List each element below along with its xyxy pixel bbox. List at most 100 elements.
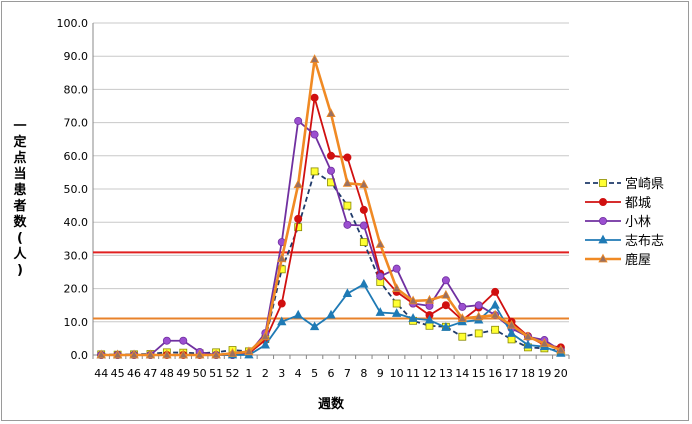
series-5 (96, 54, 566, 359)
data-point (391, 283, 402, 293)
data-point (178, 349, 188, 359)
data-point (441, 289, 451, 299)
data-point (359, 238, 368, 247)
data-point (424, 294, 435, 304)
data-point (326, 309, 336, 319)
y-tick-label: 80.0 (64, 83, 89, 96)
data-point (343, 153, 352, 162)
x-tick-label: 13 (439, 367, 453, 380)
y-tick-label: 30.0 (64, 249, 89, 262)
data-point (359, 278, 369, 288)
x-tick-label: 50 (193, 367, 207, 380)
x-tick-label: 52 (226, 367, 240, 380)
y-tick-label: 10.0 (64, 316, 89, 329)
y-tick-labels: 0.0 10.0 20.0 30.0 40.0 50.0 60.0 70.0 80.0 90.0 1… (57, 17, 89, 362)
data-point (474, 311, 484, 321)
x-tick-labels: 44 45 46 47 48 49 50 51 52 1 2 3 4 5 6 7 8 9 10 11 12 13 14 15 1… (94, 367, 568, 380)
data-point (359, 205, 368, 214)
data-point (408, 313, 418, 322)
data-point (211, 349, 221, 359)
data-point (162, 336, 171, 345)
data-point (294, 116, 303, 125)
y-tick-label: 0.0 (71, 349, 89, 362)
data-point (310, 167, 319, 176)
legend-label: 小林 (625, 215, 651, 230)
y-tick-label: 70.0 (64, 117, 89, 130)
data-point (376, 272, 385, 281)
series-1 (97, 167, 565, 359)
data-point (441, 322, 451, 331)
x-tick-label: 45 (111, 367, 125, 380)
legend-marker (599, 197, 608, 206)
x-tick-label: 6 (328, 367, 335, 380)
data-point (293, 309, 303, 319)
x-tick-label: 12 (422, 367, 436, 380)
x-axis-title: 週数 (318, 396, 345, 412)
y-axis-title-char: 当 (13, 166, 26, 182)
x-tick-label: 14 (455, 367, 469, 380)
y-axis-title-char: ( (17, 231, 23, 246)
data-point (441, 301, 450, 310)
y-axis-title-char: ) (17, 263, 23, 278)
y-tick-label: 50.0 (64, 183, 89, 196)
legend-label: 志布志 (625, 234, 664, 249)
data-point (441, 276, 450, 285)
x-tick-label: 51 (209, 367, 223, 380)
data-point (458, 302, 467, 311)
data-point (359, 179, 369, 189)
data-point (277, 299, 286, 308)
data-point (408, 295, 418, 305)
x-tick-label: 19 (537, 367, 551, 380)
y-axis-title-char: 人 (13, 246, 27, 262)
x-tick-label: 16 (488, 367, 502, 380)
legend-marker (599, 216, 608, 225)
y-axis-title-char: 点 (13, 150, 26, 166)
y-axis-title-char: 定 (12, 134, 26, 150)
legend-label: 宮崎県 (625, 176, 664, 192)
y-axis-title-char: 数 (13, 214, 27, 230)
data-point (458, 332, 467, 341)
legend-item: 都城 (585, 196, 651, 211)
data-point (490, 309, 500, 319)
data-point (310, 130, 319, 139)
data-point (227, 347, 238, 357)
legend-item: 鹿屋 (585, 252, 651, 268)
x-tick-label: 49 (176, 367, 190, 380)
data-point (392, 264, 401, 273)
data-point (310, 93, 319, 102)
x-tick-label: 48 (160, 367, 174, 380)
y-tick-label: 100.0 (57, 17, 89, 30)
data-point (309, 54, 320, 63)
data-point (506, 328, 517, 337)
x-tick-label: 17 (505, 367, 519, 380)
data-point (294, 223, 303, 232)
data-point (391, 308, 402, 317)
x-tick-label: 7 (344, 367, 351, 380)
y-axis-title-char: 者 (12, 198, 26, 214)
data-point (277, 253, 287, 263)
legend-label: 鹿屋 (625, 252, 651, 268)
data-point (162, 349, 172, 359)
data-point (491, 287, 500, 296)
data-point (145, 349, 156, 359)
data-point (260, 339, 271, 349)
data-point (342, 178, 353, 187)
data-point (375, 307, 385, 316)
data-point (507, 335, 516, 344)
x-tick-label: 2 (262, 367, 269, 380)
data-point (375, 239, 385, 248)
legend-marker (599, 179, 607, 187)
data-point (179, 336, 188, 345)
data-point (129, 349, 139, 359)
data-point (424, 314, 435, 324)
data-point (359, 221, 368, 230)
data-point (112, 349, 123, 359)
x-tick-label: 5 (311, 367, 318, 380)
y-axis-title-char: 一 (13, 119, 26, 134)
y-tick-label: 40.0 (64, 216, 89, 229)
data-point (294, 214, 303, 223)
legend-label: 都城 (625, 196, 651, 211)
data-point (96, 349, 106, 359)
